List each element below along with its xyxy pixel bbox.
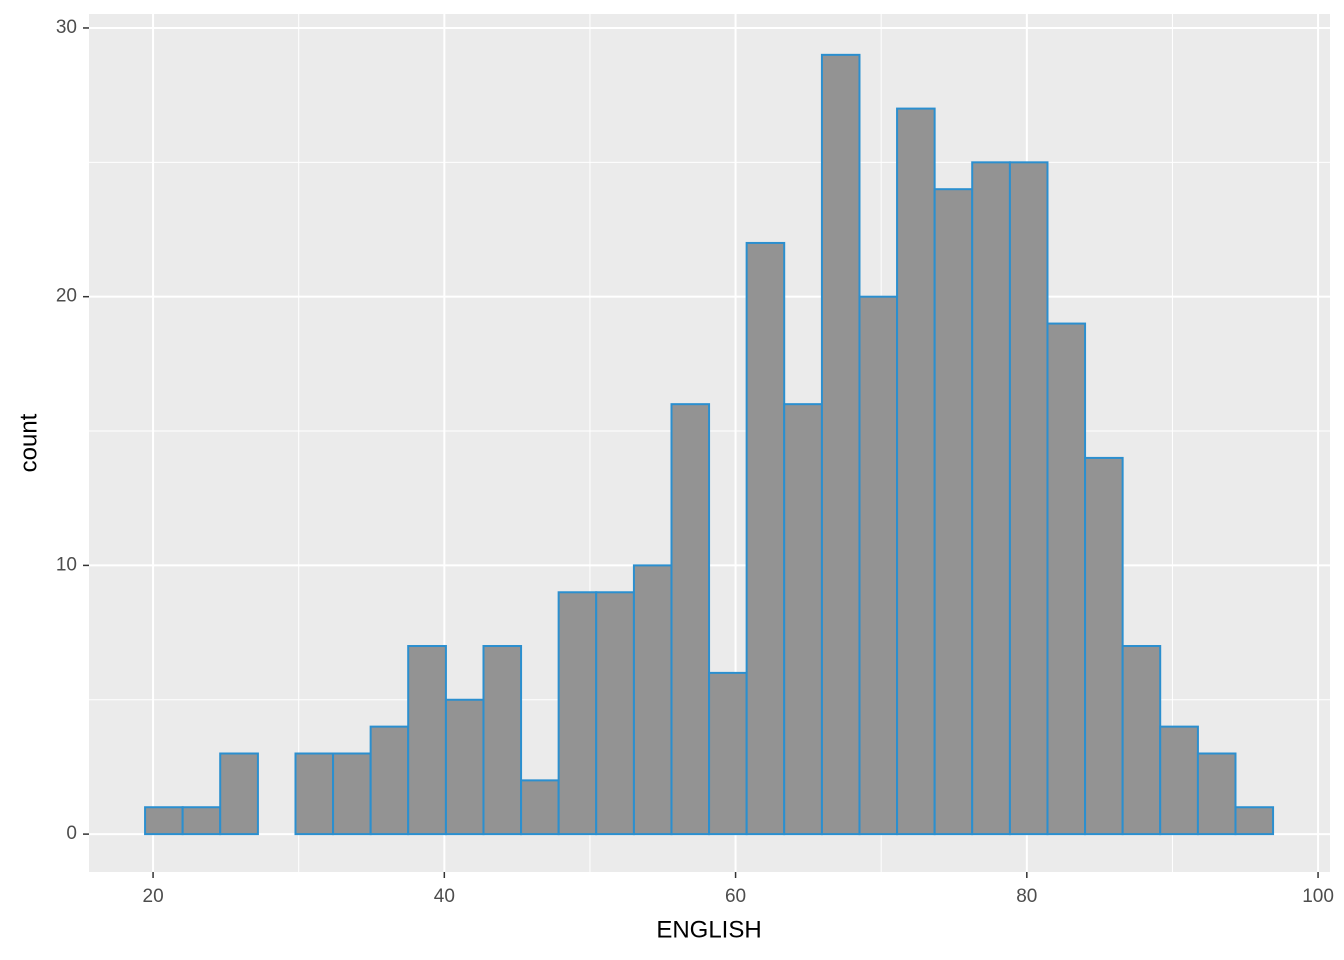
y-tick-label: 30 [56, 17, 77, 38]
bar [407, 645, 447, 836]
bar [820, 53, 861, 836]
x-tick-label: 80 [1016, 886, 1037, 907]
bar [1008, 161, 1049, 836]
bar [1121, 645, 1162, 836]
bar [1046, 322, 1087, 836]
bar [783, 403, 823, 836]
x-tick-label: 20 [143, 886, 164, 907]
y-tick-label: 10 [56, 554, 77, 575]
bar [745, 241, 786, 836]
bar [670, 403, 711, 836]
bar [708, 671, 748, 836]
bar [858, 295, 899, 836]
bar [933, 188, 974, 836]
bar [1159, 725, 1199, 836]
bar [896, 107, 936, 836]
bar [294, 752, 335, 836]
bar [482, 645, 523, 836]
x-tick-label: 100 [1302, 886, 1334, 907]
bar [1084, 456, 1124, 836]
bar [181, 806, 222, 836]
bar [557, 591, 598, 836]
bar [144, 806, 184, 836]
bar [1234, 806, 1275, 836]
bar [1196, 752, 1237, 836]
bar [369, 725, 410, 836]
x-axis-title: ENGLISH [656, 916, 761, 943]
bar [444, 698, 485, 836]
x-tick-label: 60 [725, 886, 746, 907]
bar [332, 752, 372, 836]
bar [520, 779, 560, 836]
y-tick-label: 0 [66, 823, 77, 844]
x-tick-label: 40 [434, 886, 455, 907]
bar [971, 161, 1011, 836]
bar [595, 591, 635, 836]
bar [632, 564, 673, 836]
bar [219, 752, 259, 836]
y-axis-title: count [15, 413, 42, 472]
y-tick-label: 20 [56, 286, 77, 307]
